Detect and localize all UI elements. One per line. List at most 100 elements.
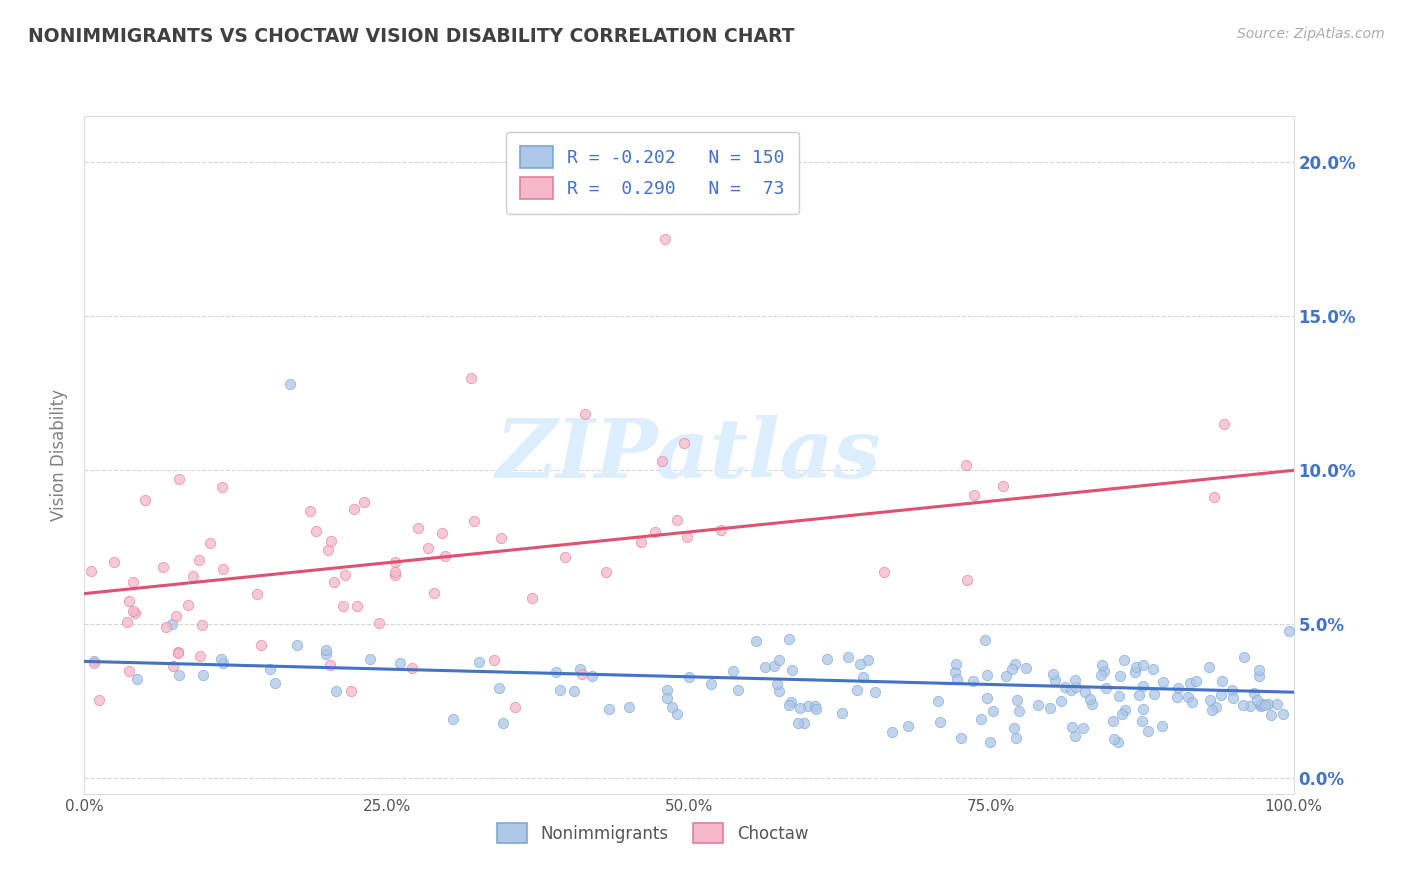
Point	[863, 685, 886, 699]
Point	[488, 681, 510, 695]
Point	[434, 549, 457, 563]
Point	[318, 658, 340, 673]
Point	[188, 552, 211, 566]
Point	[416, 541, 439, 555]
Point	[1108, 689, 1130, 703]
Point	[491, 531, 513, 545]
Point	[846, 683, 869, 698]
Point	[340, 683, 363, 698]
Point	[574, 407, 596, 421]
Point	[571, 667, 593, 681]
Point	[1125, 660, 1147, 674]
Point	[949, 731, 972, 745]
Point	[384, 555, 406, 569]
Point	[651, 454, 673, 468]
Point	[118, 664, 141, 678]
Point	[754, 659, 776, 673]
Point	[315, 647, 337, 661]
Point	[1233, 649, 1256, 664]
Point	[211, 562, 233, 576]
Point	[80, 564, 103, 578]
Point	[1005, 693, 1028, 707]
Point	[562, 683, 585, 698]
Point	[1042, 667, 1064, 681]
Point	[1212, 417, 1234, 431]
Point	[1201, 703, 1223, 717]
Point	[1247, 663, 1270, 677]
Point	[1220, 682, 1243, 697]
Point	[721, 664, 744, 678]
Point	[1132, 657, 1154, 672]
Point	[1136, 724, 1159, 739]
Point	[167, 472, 190, 486]
Point	[430, 525, 453, 540]
Point	[342, 501, 364, 516]
Point	[83, 654, 105, 668]
Point	[1222, 690, 1244, 705]
Point	[1278, 624, 1301, 638]
Point	[1167, 681, 1189, 696]
Point	[359, 652, 381, 666]
Point	[346, 599, 368, 614]
Point	[122, 575, 145, 590]
Point	[837, 649, 859, 664]
Point	[1128, 688, 1150, 702]
Point	[1142, 661, 1164, 675]
Point	[976, 690, 998, 705]
Point	[401, 661, 423, 675]
Point	[1111, 706, 1133, 721]
Point	[1102, 714, 1125, 728]
Point	[441, 712, 464, 726]
Point	[1209, 688, 1232, 702]
Point	[1008, 704, 1031, 718]
Point	[897, 718, 920, 732]
Point	[87, 693, 110, 707]
Point	[1112, 653, 1135, 667]
Point	[778, 698, 800, 712]
Point	[304, 524, 326, 538]
Point	[1265, 697, 1288, 711]
Point	[127, 672, 149, 686]
Point	[103, 555, 125, 569]
Point	[1247, 669, 1270, 683]
Point	[780, 695, 803, 709]
Point	[259, 662, 281, 676]
Legend: Nonimmigrants, Choctaw: Nonimmigrants, Choctaw	[491, 816, 815, 850]
Point	[710, 523, 733, 537]
Point	[384, 565, 406, 579]
Point	[979, 735, 1001, 749]
Point	[1014, 660, 1036, 674]
Point	[246, 587, 269, 601]
Point	[661, 700, 683, 714]
Point	[316, 542, 339, 557]
Point	[815, 652, 838, 666]
Point	[211, 656, 233, 670]
Point	[190, 649, 212, 664]
Point	[927, 693, 949, 707]
Point	[1177, 690, 1199, 705]
Point	[995, 669, 1018, 683]
Point	[793, 716, 815, 731]
Point	[1050, 694, 1073, 708]
Point	[943, 665, 966, 680]
Point	[1092, 665, 1115, 679]
Point	[1204, 490, 1226, 504]
Point	[946, 672, 969, 686]
Text: Source: ZipAtlas.com: Source: ZipAtlas.com	[1237, 27, 1385, 41]
Point	[353, 495, 375, 509]
Point	[181, 569, 204, 583]
Point	[1185, 674, 1208, 689]
Point	[1109, 668, 1132, 682]
Point	[468, 655, 491, 669]
Point	[368, 615, 391, 630]
Point	[974, 633, 997, 648]
Point	[1060, 683, 1083, 698]
Point	[780, 664, 803, 678]
Point	[700, 677, 723, 691]
Point	[321, 534, 343, 549]
Point	[333, 568, 356, 582]
Point	[1043, 673, 1066, 687]
Point	[115, 615, 138, 629]
Point	[546, 665, 568, 679]
Point	[1199, 693, 1222, 707]
